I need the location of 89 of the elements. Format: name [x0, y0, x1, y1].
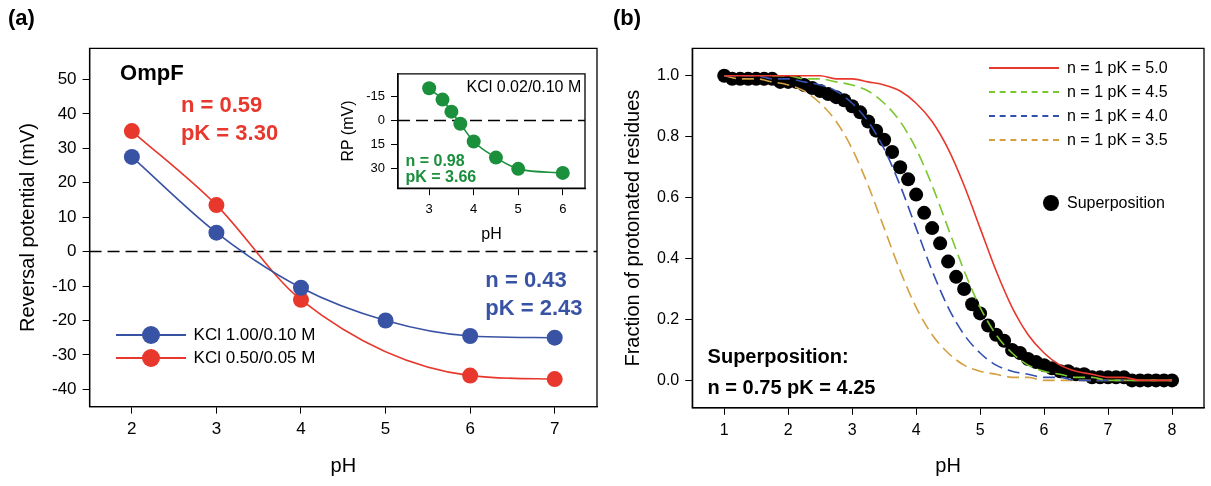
x-tick-label: 7 — [1103, 420, 1113, 438]
y-tick-label: 0 — [377, 112, 385, 128]
point — [422, 81, 437, 96]
point — [293, 279, 309, 296]
point — [901, 172, 916, 187]
point — [957, 282, 972, 297]
x-tick-label: 2 — [783, 420, 793, 438]
point — [555, 165, 570, 180]
y-tick-label: 0 — [67, 241, 77, 261]
y-tick-label: 0.8 — [656, 127, 680, 145]
x-axis-title: pH — [481, 224, 502, 242]
point — [546, 329, 563, 346]
x-axis-title: pH — [330, 453, 357, 476]
point — [123, 123, 140, 140]
point — [435, 92, 450, 107]
point — [546, 371, 563, 388]
annotation: n = 0.43 pK = 2.43 — [485, 267, 583, 321]
x-tick-label: 5 — [975, 420, 985, 438]
x-tick-label: 6 — [465, 419, 475, 439]
point — [466, 134, 481, 149]
y-tick-label: -40 — [51, 379, 77, 399]
x-tick-label: 1 — [719, 420, 729, 438]
point — [893, 160, 908, 175]
point — [949, 269, 964, 284]
point — [208, 197, 225, 214]
y-tick-label: 20 — [57, 172, 77, 192]
point — [925, 221, 940, 236]
x-tick-label: 4 — [470, 200, 478, 216]
y-tick-label: 0.0 — [656, 370, 680, 388]
legend-label: Superposition — [1067, 193, 1165, 212]
x-tick-label: 3 — [425, 200, 433, 216]
annotation: OmpF — [120, 59, 184, 85]
point — [885, 144, 900, 159]
point — [462, 367, 479, 384]
x-tick-label: 4 — [296, 419, 306, 439]
point — [917, 205, 932, 220]
legend-label: n = 1 pK = 5.0 — [1067, 59, 1168, 78]
x-tick-label: 5 — [380, 419, 391, 439]
legend-label: n = 1 pK = 3.5 — [1067, 131, 1168, 150]
y-tick-label: 1.0 — [656, 66, 680, 84]
x-tick-label: 3 — [847, 420, 857, 438]
x-tick-label: 6 — [559, 200, 567, 216]
point — [965, 297, 980, 312]
y-axis-title: RP (mV) — [339, 100, 357, 162]
point — [444, 104, 459, 119]
x-tick-label: 2 — [127, 419, 137, 439]
chart-title: (a) — [8, 5, 35, 31]
y-tick-label: 10 — [57, 206, 77, 226]
y-tick-label: 0.4 — [656, 248, 680, 266]
point — [453, 116, 468, 131]
y-tick-label: 30 — [370, 160, 385, 176]
x-axis-title: pH — [935, 453, 961, 476]
chart-title: (b) — [613, 5, 642, 31]
y-tick-label: 40 — [57, 103, 77, 123]
y-tick-label: -30 — [51, 344, 77, 364]
x-tick-label: 4 — [911, 420, 921, 438]
point — [123, 148, 140, 165]
y-tick-label: 0.6 — [656, 188, 680, 206]
point — [941, 254, 956, 269]
annotation: n = 0.98 pK = 3.66 — [405, 152, 477, 186]
point — [488, 150, 503, 165]
x-tick-label: 7 — [549, 419, 560, 439]
point — [933, 236, 948, 251]
y-axis-title: Fraction of protonated residues — [620, 89, 643, 367]
annotation: n = 0.59 pK = 3.30 — [180, 91, 279, 145]
legend-label: KCl 1.00/0.10 M — [193, 324, 316, 345]
y-tick-label: 0.2 — [656, 309, 680, 327]
legend-label: n = 1 pK = 4.5 — [1067, 83, 1168, 102]
x-tick-label: 3 — [211, 419, 222, 439]
y-tick-label: 15 — [370, 136, 385, 152]
point — [208, 224, 225, 241]
y-tick-label: -20 — [51, 310, 77, 330]
annotation: Superposition: n = 0.75 pK = 4.25 — [707, 345, 876, 398]
point — [909, 187, 924, 202]
y-tick-label: 30 — [57, 137, 77, 157]
y-tick-label: 50 — [57, 69, 77, 89]
y-tick-label: -15 — [366, 87, 385, 103]
x-tick-label: 6 — [1039, 420, 1049, 438]
x-tick-label: 8 — [1167, 420, 1177, 438]
annotation: KCl 0.02/0.10 M — [466, 77, 582, 95]
x-tick-label: 5 — [514, 200, 522, 216]
point — [511, 161, 526, 176]
legend-label: n = 1 pK = 4.0 — [1067, 107, 1168, 126]
point — [377, 312, 394, 329]
y-axis-title: Reversal potential (mV) — [15, 123, 38, 332]
point — [877, 132, 892, 147]
y-tick-label: -10 — [51, 275, 77, 295]
legend-label: KCl 0.50/0.05 M — [193, 347, 316, 368]
point — [462, 327, 479, 344]
